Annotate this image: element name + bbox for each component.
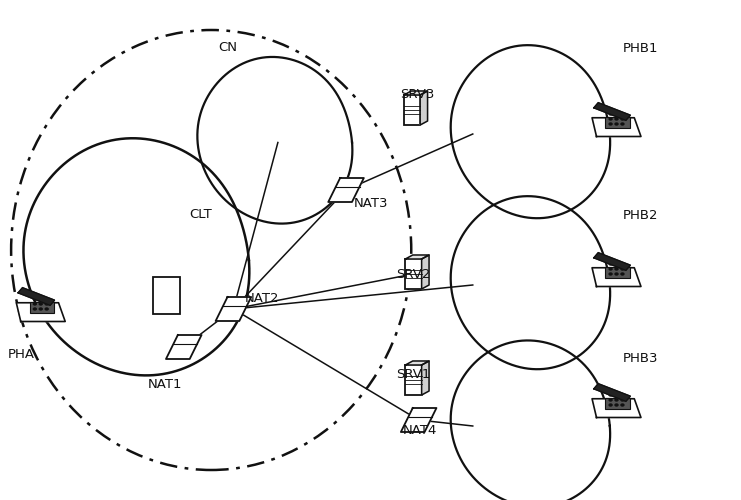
Circle shape — [609, 399, 612, 401]
Circle shape — [45, 308, 48, 310]
Circle shape — [609, 394, 612, 396]
Polygon shape — [451, 45, 610, 218]
Bar — [405, 365, 422, 395]
Circle shape — [33, 303, 36, 305]
Circle shape — [609, 113, 612, 115]
Text: PHB2: PHB2 — [622, 210, 658, 222]
Text: NAT2: NAT2 — [245, 292, 279, 306]
Bar — [405, 259, 422, 289]
Text: SRV3: SRV3 — [400, 88, 434, 101]
Circle shape — [33, 298, 36, 300]
Polygon shape — [594, 102, 631, 120]
Circle shape — [621, 404, 624, 406]
Polygon shape — [18, 288, 55, 306]
Text: NAT4: NAT4 — [402, 424, 436, 438]
Polygon shape — [420, 91, 428, 125]
Circle shape — [615, 268, 618, 270]
Circle shape — [609, 263, 612, 265]
Text: NAT3: NAT3 — [354, 198, 389, 210]
Circle shape — [615, 113, 618, 115]
Polygon shape — [401, 408, 436, 432]
Circle shape — [621, 113, 624, 115]
Polygon shape — [404, 91, 428, 95]
Circle shape — [621, 394, 624, 396]
Text: SRV1: SRV1 — [396, 368, 431, 380]
Circle shape — [615, 394, 618, 396]
Polygon shape — [197, 57, 353, 224]
Circle shape — [615, 273, 618, 275]
Polygon shape — [422, 255, 429, 289]
Circle shape — [621, 268, 624, 270]
Circle shape — [615, 118, 618, 120]
Text: CLT: CLT — [189, 208, 212, 222]
Polygon shape — [594, 252, 631, 270]
Circle shape — [39, 298, 42, 300]
Polygon shape — [422, 361, 429, 395]
Polygon shape — [16, 302, 65, 322]
Bar — [605, 398, 630, 409]
Circle shape — [621, 273, 624, 275]
Polygon shape — [592, 399, 641, 417]
Bar — [30, 302, 54, 313]
Text: PHB1: PHB1 — [622, 42, 658, 56]
Circle shape — [621, 399, 624, 401]
Circle shape — [615, 263, 618, 265]
Text: PHB3: PHB3 — [622, 352, 658, 366]
Circle shape — [621, 123, 624, 125]
Circle shape — [39, 303, 42, 305]
Circle shape — [609, 404, 612, 406]
Text: CN: CN — [219, 41, 238, 54]
Polygon shape — [451, 340, 610, 500]
Bar — [404, 95, 420, 125]
Polygon shape — [592, 118, 641, 137]
Bar — [153, 276, 180, 314]
Circle shape — [45, 303, 48, 305]
Circle shape — [39, 308, 42, 310]
Text: SRV2: SRV2 — [396, 268, 431, 280]
Bar — [605, 266, 630, 278]
Circle shape — [609, 273, 612, 275]
Polygon shape — [405, 255, 429, 259]
Polygon shape — [328, 178, 364, 202]
Text: NAT1: NAT1 — [148, 378, 183, 390]
Polygon shape — [592, 268, 641, 286]
Polygon shape — [166, 335, 202, 359]
Circle shape — [615, 123, 618, 125]
Text: PHA: PHA — [7, 348, 34, 362]
Circle shape — [609, 118, 612, 120]
Polygon shape — [594, 384, 631, 402]
Circle shape — [45, 298, 48, 300]
Polygon shape — [24, 138, 250, 376]
Bar — [605, 116, 630, 128]
Circle shape — [33, 308, 36, 310]
Circle shape — [615, 399, 618, 401]
Polygon shape — [216, 297, 251, 321]
Circle shape — [609, 123, 612, 125]
Circle shape — [609, 268, 612, 270]
Polygon shape — [405, 361, 429, 365]
Polygon shape — [451, 196, 610, 369]
Circle shape — [621, 118, 624, 120]
Circle shape — [615, 404, 618, 406]
Circle shape — [621, 263, 624, 265]
